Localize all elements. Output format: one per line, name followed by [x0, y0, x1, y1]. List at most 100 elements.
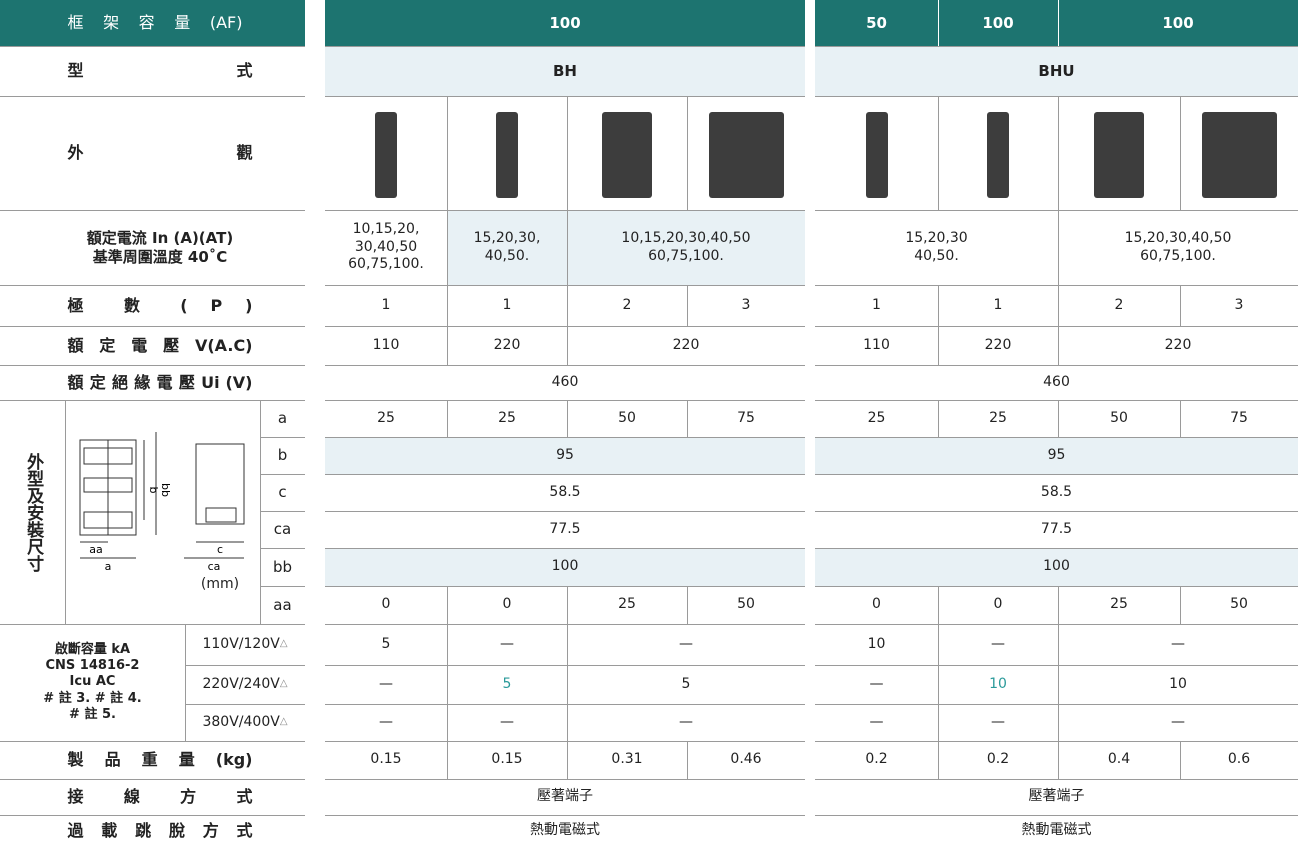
col-rule: [1180, 400, 1181, 437]
voltage: 220V/240V: [202, 675, 280, 692]
row-rule: [0, 400, 1298, 401]
cell: 0: [872, 596, 881, 613]
col-rule: [938, 0, 939, 46]
header-bg: [0, 0, 305, 46]
breaker-image: [708, 112, 784, 198]
dimension-label: bb: [272, 557, 293, 576]
cell: 100: [815, 548, 1298, 586]
section-label: 外型及安裝尺寸: [23, 452, 44, 572]
cell: 1: [872, 296, 881, 313]
row-rule: [0, 365, 1298, 366]
col-rule: [1180, 285, 1181, 326]
col-rule: [567, 586, 568, 624]
col-rule: [1058, 210, 1059, 285]
cell: 15,20,30, 40,50.: [447, 210, 567, 285]
voltage: 110V/120V: [202, 635, 280, 652]
diagram-label: c: [217, 543, 223, 556]
cell: 壓著端子: [1028, 788, 1085, 805]
dimension-diagram: aa a b bb c ca: [79, 432, 245, 573]
cell: 0.31: [611, 751, 643, 768]
cell: 75: [737, 409, 755, 426]
row-label: 額 定 電 壓 V(A.C): [67, 335, 253, 355]
row-label: 過 載 跳 脫 方 式: [67, 821, 253, 840]
col-rule: [687, 586, 688, 624]
col-rule: [938, 400, 939, 437]
cell: 1: [381, 296, 391, 313]
label-line: 基準周圍溫度 40˚C: [92, 247, 228, 266]
cell: 220: [1164, 336, 1192, 353]
col-rule: [938, 624, 939, 665]
cell: 10: [867, 635, 886, 652]
cell: 58.5: [1040, 483, 1073, 500]
marker: △: [279, 638, 288, 650]
row-label-cell: 額 定 電 壓 V(A.C): [20, 326, 300, 365]
col-rule: [447, 586, 448, 624]
cell: 0.15: [491, 751, 523, 768]
cell: 5: [502, 675, 512, 692]
cell: 15,20,30 40,50.: [905, 230, 968, 264]
dimension-label: a: [277, 409, 288, 428]
cell: 0: [993, 596, 1003, 613]
col-rule: [567, 96, 568, 210]
cell: —: [379, 713, 393, 730]
cell: 58.5: [549, 483, 581, 500]
cell: 5: [381, 635, 391, 652]
header-bg: [815, 0, 1298, 46]
col-rule: [567, 285, 568, 326]
breaker-image: [1201, 112, 1277, 198]
col-rule: [1058, 326, 1059, 365]
cell: 100: [1162, 13, 1194, 32]
col-rule: [447, 400, 448, 437]
label-line: CNS 14816-2: [45, 658, 140, 674]
col-rule: [938, 665, 939, 704]
col-rule: [1058, 586, 1059, 624]
cell: 100: [549, 13, 581, 32]
row-label: 製 品 重 量 (kg): [67, 750, 253, 769]
cell: 77.5: [549, 520, 581, 537]
voltage-label: 220V/240V △: [185, 665, 305, 704]
cell: 5: [681, 675, 691, 692]
cell: —: [1171, 713, 1185, 730]
cell: 0.2: [986, 751, 1010, 768]
cell: 10: [1169, 675, 1187, 692]
col-rule: [65, 400, 66, 624]
cell: —: [991, 713, 1005, 730]
voltage-label: 380V/400V △: [185, 704, 305, 741]
col-rule: [687, 96, 688, 210]
cell: 75: [1230, 409, 1248, 426]
breaker-image: [602, 112, 652, 198]
col-rule: [938, 586, 939, 624]
cell: 25: [618, 596, 636, 613]
row-label: 啟斷容量 kA CNS 14816-2 Icu AC # 註 3. # 註 4. # 註…: [0, 624, 185, 741]
cell: 77.5: [1040, 520, 1073, 537]
cell: 10: [989, 675, 1007, 692]
col-rule: [185, 624, 186, 741]
row-label: 極 數 ( P ): [67, 295, 253, 315]
voltage-label: 110V/120V △: [185, 624, 305, 665]
row-label-cell: 額 定 絕 緣 電 壓 Ui (V): [20, 365, 300, 400]
cell: 25: [377, 409, 395, 426]
col-rule: [567, 326, 568, 365]
cell: 3: [1234, 296, 1244, 313]
cell: —: [991, 635, 1005, 652]
row-rule: [260, 586, 1298, 587]
cell: 95: [815, 437, 1298, 474]
label-line: # 註 5.: [69, 706, 116, 722]
cell: 2: [622, 296, 632, 313]
col-rule: [1058, 624, 1059, 665]
cell: 2: [1114, 296, 1124, 313]
cell: 25: [498, 409, 516, 426]
cell: 0.15: [370, 751, 402, 768]
col-rule: [1180, 96, 1181, 210]
breaker-image: [987, 112, 1009, 198]
col-rule: [447, 210, 448, 285]
cell: 25: [1110, 596, 1128, 613]
row-label-cell: 過 載 跳 脫 方 式: [20, 815, 300, 847]
row-rule: [0, 210, 1298, 211]
cell: —: [869, 713, 884, 730]
cell: 110: [372, 336, 400, 353]
col-rule: [938, 704, 939, 741]
col-rule: [1180, 586, 1181, 624]
cell: 110: [863, 336, 890, 353]
